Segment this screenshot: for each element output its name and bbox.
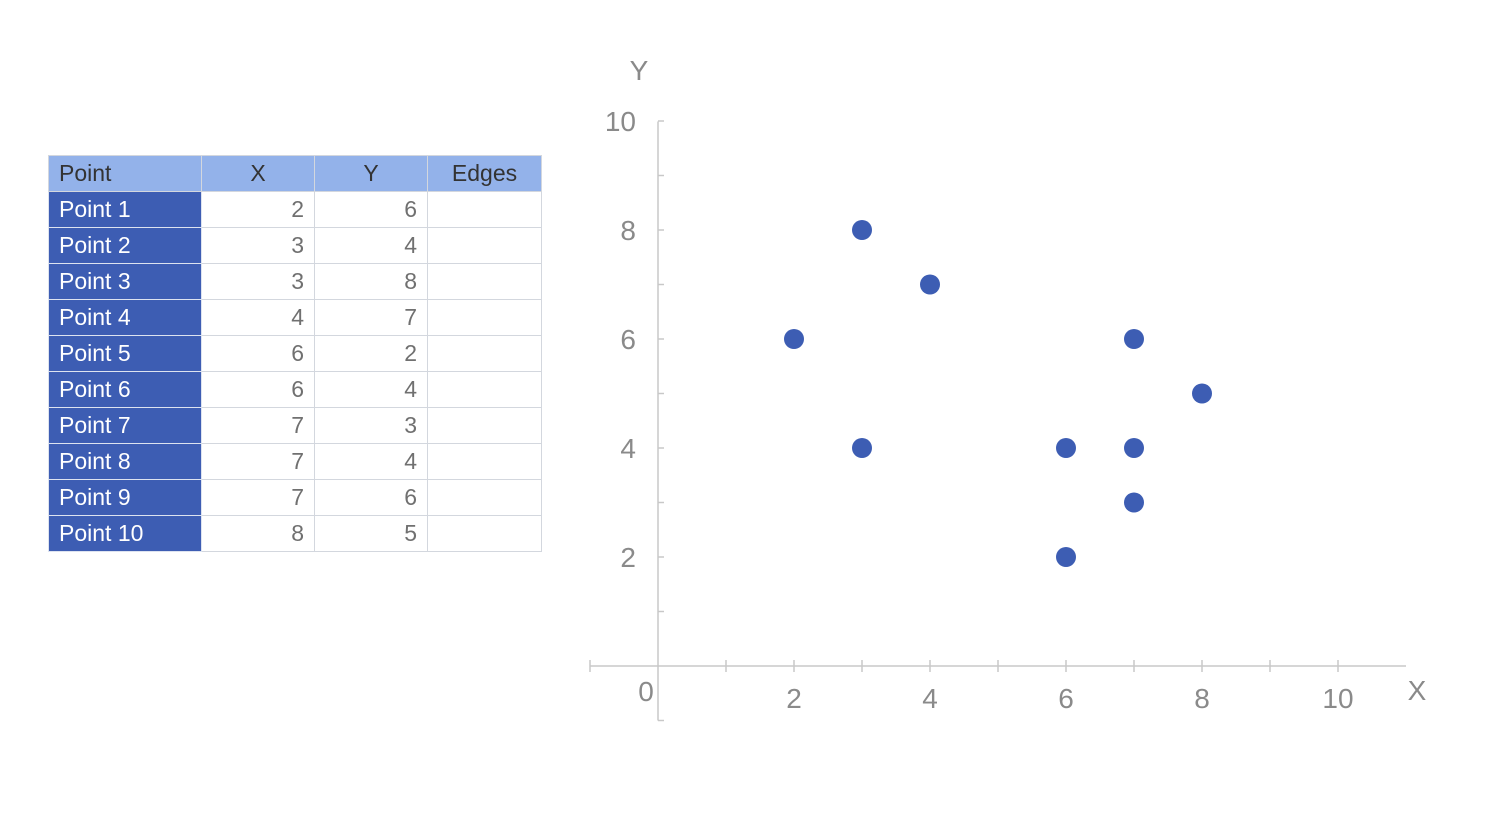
data-point bbox=[784, 329, 804, 349]
x-tick-label: 10 bbox=[1322, 683, 1353, 714]
x-axis-label: X bbox=[1408, 675, 1427, 706]
y-tick-label: 4 bbox=[620, 433, 636, 464]
origin-label: 0 bbox=[638, 676, 654, 707]
cell-y: 4 bbox=[314, 227, 428, 264]
chart-axes: 2 4 6 8 10 2 4 6 8 10 0 X Y bbox=[589, 55, 1427, 722]
x-tick-label: 2 bbox=[786, 683, 802, 714]
data-point bbox=[852, 220, 872, 240]
y-tick-label: 8 bbox=[620, 215, 636, 246]
cell-point-name: Point 10 bbox=[48, 515, 202, 552]
cell-point-name: Point 9 bbox=[48, 479, 202, 516]
cell-y: 2 bbox=[314, 335, 428, 372]
cell-x: 4 bbox=[201, 299, 315, 336]
data-point bbox=[920, 274, 940, 295]
y-tick-label: 6 bbox=[620, 324, 636, 355]
cell-edges bbox=[427, 227, 542, 264]
data-point bbox=[1124, 438, 1144, 458]
y-axis-label: Y bbox=[630, 55, 649, 86]
cell-edges bbox=[427, 479, 542, 516]
cell-x: 7 bbox=[201, 443, 315, 480]
cell-point-name: Point 1 bbox=[48, 191, 202, 228]
cell-y: 6 bbox=[314, 191, 428, 228]
header-point: Point bbox=[48, 155, 202, 192]
cell-x: 2 bbox=[201, 191, 315, 228]
cell-x: 7 bbox=[201, 479, 315, 516]
x-tick-label: 8 bbox=[1194, 683, 1210, 714]
cell-point-name: Point 5 bbox=[48, 335, 202, 372]
cell-edges bbox=[427, 515, 542, 552]
x-tick-label: 6 bbox=[1058, 683, 1074, 714]
cell-x: 7 bbox=[201, 407, 315, 444]
cell-x: 3 bbox=[201, 263, 315, 300]
cell-y: 6 bbox=[314, 479, 428, 516]
chart-points bbox=[784, 220, 1212, 567]
y-tick-label: 10 bbox=[605, 106, 636, 137]
cell-y: 5 bbox=[314, 515, 428, 552]
cell-edges bbox=[427, 407, 542, 444]
cell-y: 3 bbox=[314, 407, 428, 444]
cell-y: 7 bbox=[314, 299, 428, 336]
data-point bbox=[852, 438, 872, 458]
cell-point-name: Point 3 bbox=[48, 263, 202, 300]
data-point bbox=[1124, 492, 1144, 513]
cell-point-name: Point 8 bbox=[48, 443, 202, 480]
data-point bbox=[1056, 547, 1076, 567]
cell-edges bbox=[427, 371, 542, 408]
cell-y: 8 bbox=[314, 263, 428, 300]
data-table: Point X Y Edges Point 1 2 6 Point 2 3 4 Point … bbox=[48, 155, 542, 552]
table-header: Point X Y Edges bbox=[48, 155, 542, 192]
cell-point-name: Point 4 bbox=[48, 299, 202, 336]
cell-x: 8 bbox=[201, 515, 315, 552]
cell-edges bbox=[427, 191, 542, 228]
cell-y: 4 bbox=[314, 371, 428, 408]
x-tick-label: 4 bbox=[922, 683, 938, 714]
table-body: Point 1 2 6 Point 2 3 4 Point 3 3 8 Point 4 4 7 Poin… bbox=[48, 191, 542, 552]
cell-point-name: Point 7 bbox=[48, 407, 202, 444]
data-point bbox=[1124, 329, 1144, 349]
cell-x: 6 bbox=[201, 371, 315, 408]
header-edges: Edges bbox=[427, 155, 542, 192]
y-tick-label: 2 bbox=[620, 542, 636, 573]
data-point bbox=[1192, 383, 1212, 404]
table-row: Point 10 8 5 bbox=[48, 515, 542, 552]
data-point bbox=[1056, 438, 1076, 458]
table-header-row: Point X Y Edges bbox=[48, 155, 542, 192]
cell-edges bbox=[427, 443, 542, 480]
cell-point-name: Point 2 bbox=[48, 227, 202, 264]
cell-x: 3 bbox=[201, 227, 315, 264]
cell-x: 6 bbox=[201, 335, 315, 372]
